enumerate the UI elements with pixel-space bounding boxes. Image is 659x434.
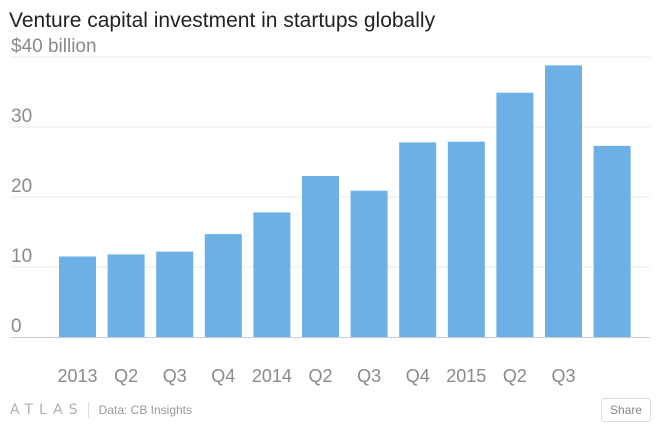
- bar: [350, 190, 388, 337]
- y-axis-labels: 0 10 20 30 $40 billion: [11, 36, 97, 337]
- x-tick-label: 2015: [446, 366, 486, 386]
- share-button[interactable]: Share: [600, 398, 651, 422]
- x-tick-label: 2014: [252, 366, 292, 386]
- y-tick-label: 0: [11, 316, 22, 337]
- x-tick-label: Q3: [551, 366, 575, 386]
- y-tick-label: 30: [11, 106, 32, 127]
- footer-divider: [87, 402, 89, 418]
- bar: [545, 65, 582, 338]
- bar: [302, 176, 339, 337]
- bar: [593, 145, 631, 337]
- x-tick-label: Q2: [114, 366, 138, 386]
- bar: [204, 234, 242, 337]
- data-source: Data: CB Insights: [98, 403, 193, 417]
- bar: [59, 256, 96, 337]
- chart-title: Venture capital investment in startups g…: [9, 9, 436, 32]
- footer: ATLAS Data: CB Insights: [10, 399, 192, 421]
- x-tick-label: Q3: [357, 366, 381, 386]
- bar: [496, 92, 534, 337]
- x-tick-label: Q4: [211, 366, 235, 386]
- y-tick-label: $40 billion: [11, 36, 97, 57]
- bar: [399, 142, 437, 337]
- bar: [253, 212, 291, 337]
- bar: [107, 254, 145, 337]
- bar: [156, 251, 194, 337]
- x-tick-label: 2013: [57, 366, 97, 386]
- y-tick-label: 10: [11, 246, 32, 267]
- bars: [59, 65, 631, 338]
- x-tick-label: Q3: [163, 366, 187, 386]
- x-tick-label: Q2: [308, 366, 332, 386]
- x-axis-labels: 2013 Q2 Q3 Q4 2014 Q2 Q3 Q4 2015 Q2 Q3: [57, 366, 575, 386]
- y-tick-label: 20: [11, 176, 32, 197]
- atlas-logo: ATLAS: [10, 402, 84, 418]
- bar: [447, 141, 485, 337]
- x-tick-label: Q4: [406, 366, 430, 386]
- x-tick-label: Q2: [503, 366, 527, 386]
